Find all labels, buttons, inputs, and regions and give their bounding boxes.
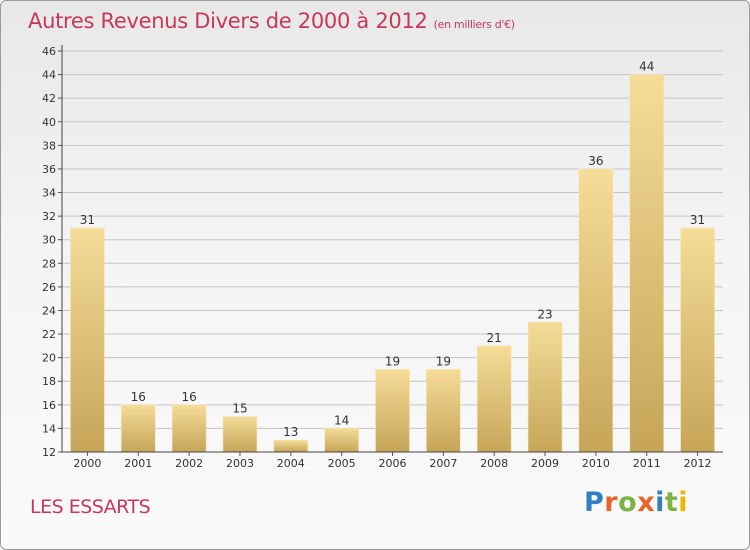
logo-letter: x <box>637 487 656 518</box>
logo-letter: t <box>664 487 679 518</box>
data-label: 16 <box>131 390 146 404</box>
y-tick-label: 24 <box>42 304 56 317</box>
data-label: 13 <box>283 425 298 439</box>
bar-2011 <box>629 74 665 453</box>
proxiti-logo: Proxiti <box>584 487 688 518</box>
x-tick-label: 2010 <box>582 457 610 470</box>
y-tick-label: 44 <box>42 69 56 82</box>
bar-2002 <box>171 404 207 453</box>
x-tick-label: 2004 <box>277 457 305 470</box>
data-label: 31 <box>80 213 95 227</box>
logo-letter: r <box>604 487 619 518</box>
place-name: LES ESSARTS <box>30 496 151 518</box>
x-tick-label: 2012 <box>684 457 712 470</box>
logo-letter: i <box>678 487 689 518</box>
y-tick-label: 38 <box>42 139 56 152</box>
data-label: 21 <box>487 331 502 345</box>
logo-letter: i <box>655 487 665 518</box>
data-label: 44 <box>639 60 654 74</box>
logo-letter: o <box>618 487 638 518</box>
y-tick-label: 18 <box>42 375 56 388</box>
data-label: 31 <box>690 213 705 227</box>
data-label: 16 <box>181 390 196 404</box>
y-tick-label: 22 <box>42 328 56 341</box>
y-tick-label: 42 <box>42 92 56 105</box>
x-tick-label: 2006 <box>379 457 407 470</box>
data-label: 19 <box>385 354 400 368</box>
bar-2005 <box>324 428 359 453</box>
data-label: 14 <box>334 413 349 427</box>
x-tick-label: 2011 <box>633 457 661 470</box>
y-tick-label: 30 <box>42 234 56 247</box>
data-label: 15 <box>232 402 247 416</box>
y-tick-label: 16 <box>42 399 56 412</box>
y-tick-label: 12 <box>42 446 56 459</box>
x-tick-label: 2008 <box>480 457 508 470</box>
x-tick-label: 2000 <box>73 457 101 470</box>
bar-2003 <box>222 416 258 453</box>
chart-title-text: Autres Revenus Divers de 2000 à 2012 <box>28 9 428 33</box>
y-tick-label: 40 <box>42 116 56 129</box>
x-tick-label: 2007 <box>429 457 457 470</box>
bar-2006 <box>375 369 410 453</box>
axes: 12 14 16 18 20 22 24 26 28 30 32 34 36 38 40 42 44 46 2000… <box>42 45 723 470</box>
y-tick-label: 36 <box>42 163 56 176</box>
data-label: 19 <box>436 354 451 368</box>
bar-2010 <box>578 168 614 453</box>
y-tick-label: 20 <box>42 352 56 365</box>
x-tick-label: 2005 <box>328 457 356 470</box>
y-tick-label: 46 <box>42 45 56 58</box>
data-label: 36 <box>588 154 603 168</box>
bar-2000 <box>70 227 105 453</box>
bar-2008 <box>476 345 512 453</box>
bar-2007 <box>426 369 461 453</box>
bar-2009 <box>527 321 563 453</box>
y-tick-label: 26 <box>42 281 56 294</box>
bar-2012 <box>680 227 715 453</box>
x-tick-label: 2001 <box>124 457 152 470</box>
x-tick-label: 2003 <box>226 457 254 470</box>
bars: 31 16 16 15 13 14 19 19 21 23 36 44 31 <box>70 60 715 453</box>
x-tick-label: 2009 <box>531 457 559 470</box>
x-tick-label: 2002 <box>175 457 203 470</box>
chart-title: Autres Revenus Divers de 2000 à 2012 (en … <box>28 9 515 33</box>
logo-letter: P <box>584 487 605 518</box>
y-tick-label: 32 <box>42 210 56 223</box>
y-tick-label: 34 <box>42 187 56 200</box>
bar-2004 <box>273 439 309 453</box>
chart-subtitle: (en milliers d'€) <box>433 18 515 31</box>
bar-2001 <box>120 404 156 453</box>
y-tick-label: 28 <box>42 257 56 270</box>
y-tick-label: 14 <box>42 422 56 435</box>
data-label: 23 <box>537 307 552 321</box>
